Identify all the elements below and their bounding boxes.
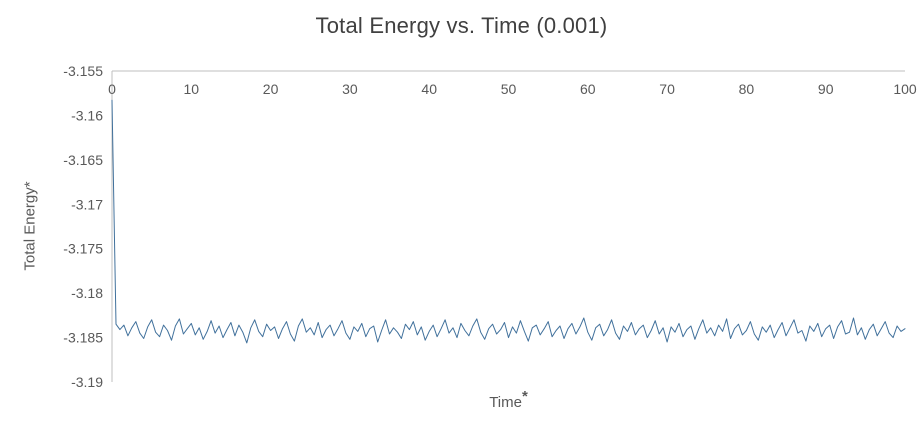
x-tick-label: 100 [893, 81, 917, 97]
x-tick-label: 30 [342, 81, 358, 97]
x-tick-label: 60 [580, 81, 596, 97]
x-tick-label: 10 [184, 81, 200, 97]
y-tick-label: -3.16 [71, 107, 103, 123]
y-tick-label: -3.155 [63, 63, 103, 79]
y-axis-title: Total Energy* [21, 181, 39, 271]
x-axis-title-text: Time [489, 394, 522, 411]
y-tick-label: -3.18 [71, 285, 103, 301]
x-tick-label: 70 [659, 81, 675, 97]
y-tick-label: -3.175 [63, 241, 103, 257]
energy-series-line [111, 99, 906, 344]
chart-title: Total Energy vs. Time (0.001) [315, 13, 608, 38]
y-tick-label: -3.185 [63, 330, 103, 346]
x-axis-title-asterisk: * [521, 388, 528, 405]
y-tick-label: -3.19 [71, 374, 103, 390]
x-tick-label: 40 [421, 81, 437, 97]
y-tick-label: -3.165 [63, 152, 103, 168]
x-tick-label: 50 [501, 81, 517, 97]
x-axis-title: Time* [112, 388, 905, 411]
x-tick-label: 80 [739, 81, 755, 97]
y-tick-label: -3.17 [71, 196, 103, 212]
x-tick-label: 20 [263, 81, 279, 97]
x-tick-label: 90 [818, 81, 834, 97]
x-tick-label: 0 [108, 81, 116, 97]
